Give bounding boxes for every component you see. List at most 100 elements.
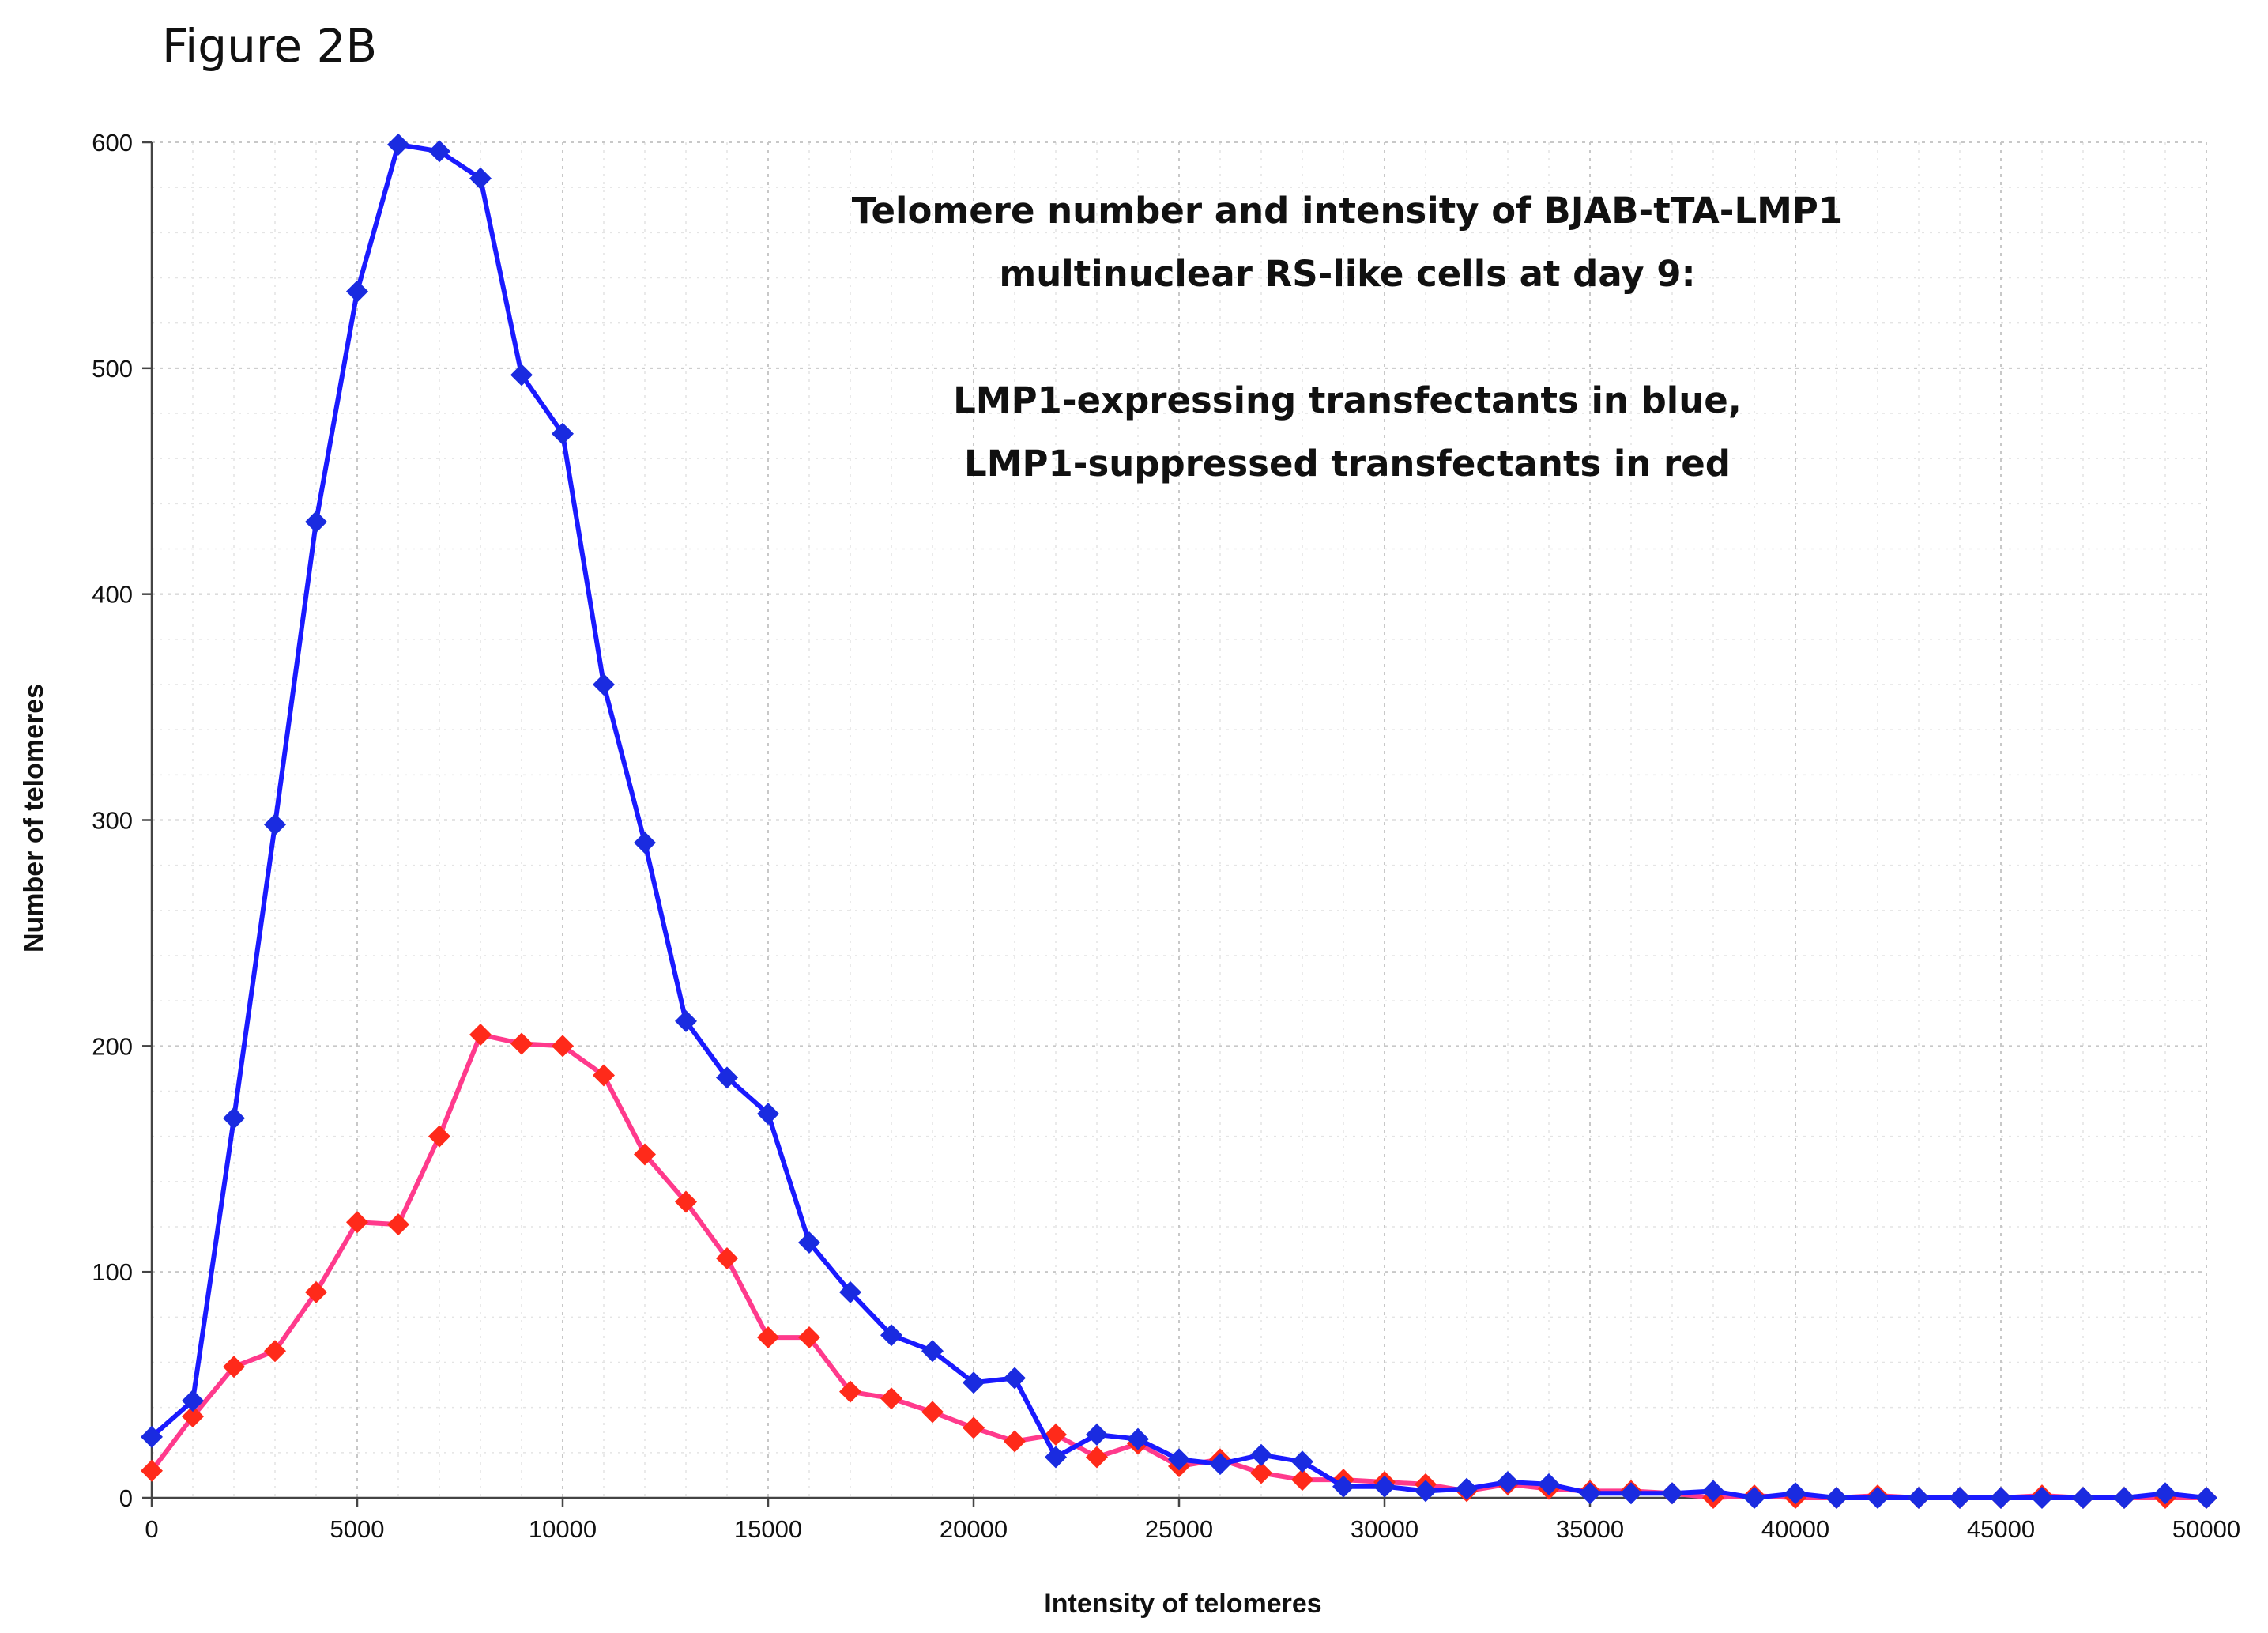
data-point bbox=[963, 1416, 985, 1439]
data-point bbox=[1127, 1427, 1149, 1450]
data-point bbox=[510, 364, 533, 387]
gridlines bbox=[152, 141, 2207, 1498]
y-tick-label: 500 bbox=[92, 355, 133, 383]
data-point bbox=[387, 1213, 409, 1236]
x-tick-label: 50000 bbox=[2172, 1515, 2240, 1543]
data-point bbox=[1004, 1430, 1026, 1453]
data-point bbox=[1250, 1443, 1272, 1466]
x-tick-label: 30000 bbox=[1351, 1515, 1418, 1543]
data-point bbox=[1291, 1450, 1313, 1473]
data-point bbox=[223, 1107, 245, 1130]
data-point bbox=[1702, 1480, 1724, 1503]
y-tick-label: 300 bbox=[92, 807, 133, 835]
x-tick-label: 20000 bbox=[940, 1515, 1008, 1543]
data-point bbox=[675, 1190, 697, 1213]
data-point bbox=[1620, 1482, 1642, 1505]
data-point bbox=[469, 167, 492, 190]
data-point bbox=[141, 1459, 163, 1482]
data-point bbox=[1497, 1470, 1519, 1493]
data-point bbox=[510, 1032, 533, 1055]
data-point bbox=[1825, 1487, 1848, 1509]
data-point bbox=[593, 673, 615, 696]
data-point bbox=[1209, 1453, 1231, 1476]
data-point bbox=[716, 1066, 738, 1089]
data-point bbox=[634, 1143, 656, 1166]
figure-label: Figure 2B bbox=[162, 19, 377, 73]
data-point bbox=[2154, 1482, 2176, 1505]
data-point bbox=[1086, 1423, 1108, 1446]
x-tick-label: 25000 bbox=[1145, 1515, 1213, 1543]
annotation-line: Telomere number and intensity of BJAB-tT… bbox=[852, 190, 1843, 232]
data-point bbox=[839, 1280, 861, 1303]
data-point bbox=[798, 1326, 820, 1349]
series-blue bbox=[141, 133, 2217, 1509]
data-point bbox=[1743, 1487, 1765, 1509]
data-point bbox=[1373, 1475, 1396, 1498]
data-point bbox=[1661, 1482, 1683, 1505]
data-point bbox=[921, 1401, 944, 1424]
data-point bbox=[2195, 1487, 2217, 1509]
data-point bbox=[880, 1387, 902, 1410]
y-tick-label: 0 bbox=[119, 1484, 133, 1512]
data-point bbox=[757, 1326, 779, 1349]
annotation: Telomere number and intensity of BJAB-tT… bbox=[852, 190, 1843, 485]
x-tick-label: 10000 bbox=[529, 1515, 597, 1543]
data-point bbox=[387, 133, 409, 156]
data-point bbox=[1415, 1480, 1437, 1503]
data-point bbox=[264, 813, 286, 836]
data-point bbox=[2072, 1487, 2094, 1509]
y-tick-label: 400 bbox=[92, 581, 133, 609]
data-point bbox=[182, 1405, 204, 1428]
data-point bbox=[346, 1211, 368, 1234]
data-point bbox=[634, 832, 656, 854]
data-point bbox=[552, 1035, 574, 1058]
x-tick-label: 5000 bbox=[330, 1515, 385, 1543]
data-point bbox=[2031, 1487, 2053, 1509]
data-point bbox=[839, 1380, 861, 1403]
data-point bbox=[1250, 1461, 1272, 1484]
data-point bbox=[264, 1340, 286, 1363]
data-point bbox=[1086, 1446, 1108, 1469]
annotation-line: LMP1-suppressed transfectants in red bbox=[964, 443, 1731, 485]
x-tick-label: 40000 bbox=[1761, 1515, 1829, 1543]
data-point bbox=[1332, 1475, 1354, 1498]
data-point bbox=[1538, 1473, 1560, 1495]
data-point bbox=[346, 280, 368, 303]
data-point bbox=[182, 1390, 204, 1412]
data-point bbox=[757, 1103, 779, 1126]
annotation-line: LMP1-expressing transfectants in blue, bbox=[953, 379, 1742, 421]
data-point bbox=[1579, 1482, 1601, 1505]
data-point bbox=[798, 1231, 820, 1254]
data-point bbox=[1291, 1469, 1313, 1492]
data-point bbox=[921, 1340, 944, 1363]
data-point bbox=[2113, 1487, 2135, 1509]
data-point bbox=[1456, 1477, 1478, 1500]
y-tick-label: 600 bbox=[92, 129, 133, 157]
data-point bbox=[963, 1371, 985, 1394]
data-point bbox=[552, 422, 574, 445]
x-tick-label: 15000 bbox=[734, 1515, 802, 1543]
data-point bbox=[1784, 1482, 1806, 1505]
data-point bbox=[1045, 1446, 1067, 1469]
y-tick-label: 100 bbox=[92, 1258, 133, 1286]
y-tick-label: 200 bbox=[92, 1032, 133, 1060]
data-point bbox=[880, 1324, 902, 1347]
data-point bbox=[305, 511, 327, 534]
data-point bbox=[1004, 1367, 1026, 1390]
x-tick-label: 45000 bbox=[1967, 1515, 2035, 1543]
data-point bbox=[1949, 1487, 1971, 1509]
data-point bbox=[1045, 1423, 1067, 1446]
data-point bbox=[1168, 1448, 1190, 1471]
series-line bbox=[150, 141, 2207, 1500]
x-axis-title: Intensity of telomeres bbox=[1044, 1589, 1321, 1619]
x-tick-label: 35000 bbox=[1556, 1515, 1624, 1543]
data-point bbox=[675, 1009, 697, 1032]
data-point bbox=[1990, 1487, 2012, 1509]
data-point bbox=[1908, 1487, 1930, 1509]
data-point bbox=[223, 1356, 245, 1378]
axes bbox=[142, 141, 2208, 1507]
data-point bbox=[593, 1064, 615, 1087]
data-point bbox=[428, 140, 450, 163]
